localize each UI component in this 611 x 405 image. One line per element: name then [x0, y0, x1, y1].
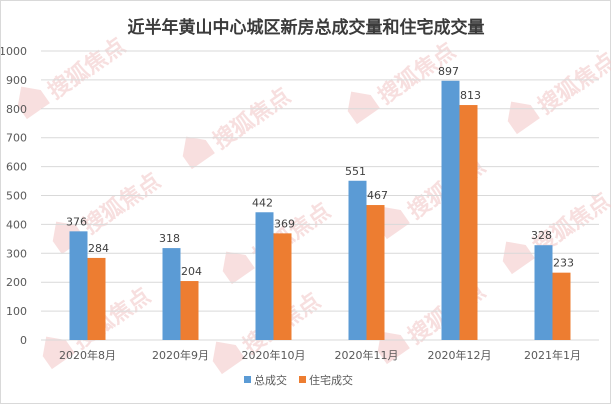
legend-item: 总成交 [244, 373, 287, 387]
data-label: 204 [181, 265, 202, 278]
data-label: 233 [553, 257, 574, 270]
house-logo-icon [507, 101, 540, 135]
y-tick-label: 800 [6, 103, 27, 116]
bar-residential [180, 281, 199, 340]
data-label: 376 [66, 215, 87, 228]
house-logo-icon [17, 86, 50, 120]
data-label: 284 [88, 242, 109, 255]
bar-residential [552, 272, 571, 340]
house-logo-icon [377, 206, 410, 240]
x-tick-label: 2020年10月 [242, 348, 306, 362]
y-tick-label: 0 [20, 334, 27, 347]
x-tick-label: 2020年11月 [335, 348, 399, 362]
legend-label: 总成交 [254, 373, 287, 387]
y-tick-label: 700 [6, 132, 27, 145]
y-tick-label: 600 [6, 161, 27, 174]
x-tick-label: 2020年12月 [428, 348, 492, 362]
legend-item: 住宅成交 [299, 373, 353, 387]
watermark: 搜狐焦点 [182, 83, 295, 170]
bars [69, 80, 571, 340]
watermark-text: 搜狐焦点 [78, 168, 165, 240]
chart-title: 近半年黄山中心城区新房总成交量和住宅成交量 [128, 17, 485, 38]
data-label: 318 [159, 232, 180, 245]
house-logo-icon [42, 336, 75, 370]
legend: 总成交 住宅成交 [244, 373, 353, 387]
watermark: 搜狐焦点 [507, 48, 611, 135]
data-label: 328 [531, 229, 552, 242]
bar-total [534, 245, 553, 340]
bar-residential [366, 205, 385, 340]
legend-label: 住宅成交 [309, 373, 353, 387]
x-tick-label: 2020年9月 [152, 348, 209, 362]
bar-residential [273, 233, 292, 340]
y-tick-label: 1000 [1, 45, 27, 58]
house-logo-icon [212, 341, 245, 375]
gridlines [41, 50, 599, 341]
x-axis-ticks: 2020年8月 2020年9月 2020年10月 2020年11月 2020年12月 20… [59, 348, 581, 362]
x-tick-label: 2020年8月 [59, 348, 116, 362]
y-tick-label: 300 [6, 247, 27, 260]
data-label: 467 [367, 189, 388, 202]
x-tick-label: 2021年1月 [524, 348, 581, 362]
house-logo-icon [502, 241, 535, 275]
house-logo-icon [222, 251, 255, 285]
y-tick-label: 500 [6, 190, 27, 203]
legend-swatch [244, 376, 251, 383]
legend-swatch [299, 376, 306, 383]
house-logo-icon [52, 221, 85, 255]
house-logo-icon [182, 136, 215, 170]
data-label: 813 [460, 89, 481, 102]
house-logo-icon [347, 91, 380, 125]
data-label: 897 [438, 65, 459, 78]
data-label: 369 [274, 217, 295, 230]
bar-total [348, 180, 367, 340]
bar-residential [459, 105, 478, 340]
bar-total [69, 231, 88, 340]
y-tick-label: 900 [6, 74, 27, 87]
watermark-text: 搜狐焦点 [43, 33, 130, 105]
y-axis-ticks: 0 100 200 300 400 500 600 700 800 900 1000 [1, 45, 27, 347]
watermark-text: 搜狐焦点 [208, 83, 295, 155]
bar-total [162, 248, 181, 340]
y-tick-label: 200 [6, 276, 27, 289]
bar-total [255, 212, 274, 340]
y-tick-label: 100 [6, 305, 27, 318]
y-tick-label: 400 [6, 218, 27, 231]
bar-total [441, 80, 460, 340]
data-label: 442 [252, 196, 273, 209]
data-label: 551 [345, 165, 366, 178]
bar-residential [87, 257, 106, 340]
